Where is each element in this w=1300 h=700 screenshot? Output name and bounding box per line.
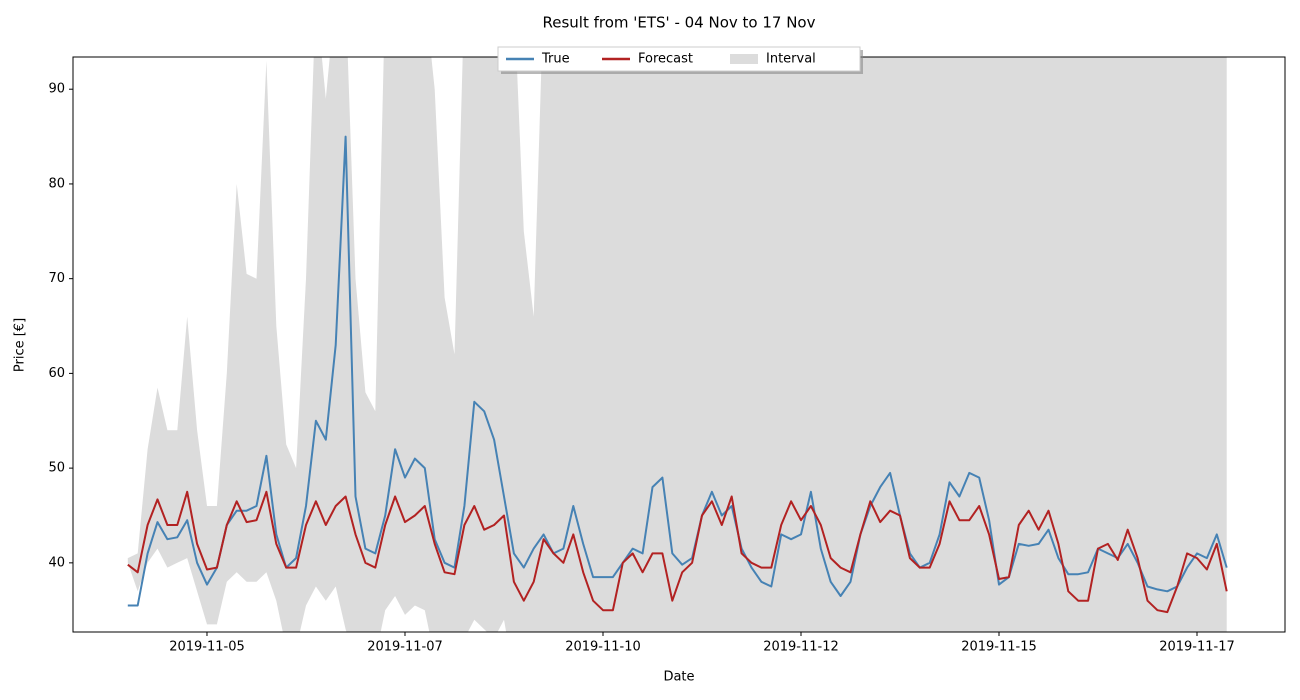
y-tick-label: 80 bbox=[48, 176, 65, 191]
y-tick-label: 60 bbox=[48, 366, 65, 381]
legend-label: True bbox=[541, 52, 570, 67]
x-axis-label: Date bbox=[663, 670, 694, 685]
legend-label: Interval bbox=[766, 52, 816, 67]
y-axis-label: Price [€] bbox=[13, 318, 28, 372]
plot-area bbox=[127, 57, 1228, 632]
y-tick-label: 70 bbox=[48, 271, 65, 286]
x-tick-label: 2019-11-05 bbox=[169, 640, 245, 655]
legend-box bbox=[497, 46, 861, 72]
interval-band bbox=[127, 57, 1227, 632]
legend-swatch bbox=[730, 54, 758, 64]
y-tick-label: 50 bbox=[48, 461, 65, 476]
y-tick-label: 90 bbox=[48, 82, 65, 97]
series-line bbox=[127, 135, 1228, 607]
series-line bbox=[127, 490, 1228, 614]
x-tick-label: 2019-11-15 bbox=[961, 640, 1037, 655]
chart-title: Result from 'ETS' - 04 Nov to 17 Nov bbox=[542, 14, 815, 32]
legend-label: Forecast bbox=[638, 52, 693, 67]
x-tick-label: 2019-11-17 bbox=[1159, 640, 1235, 655]
x-tick-label: 2019-11-12 bbox=[763, 640, 839, 655]
x-tick-label: 2019-11-07 bbox=[367, 640, 443, 655]
y-tick-label: 40 bbox=[48, 555, 65, 570]
x-tick-label: 2019-11-10 bbox=[565, 640, 641, 655]
